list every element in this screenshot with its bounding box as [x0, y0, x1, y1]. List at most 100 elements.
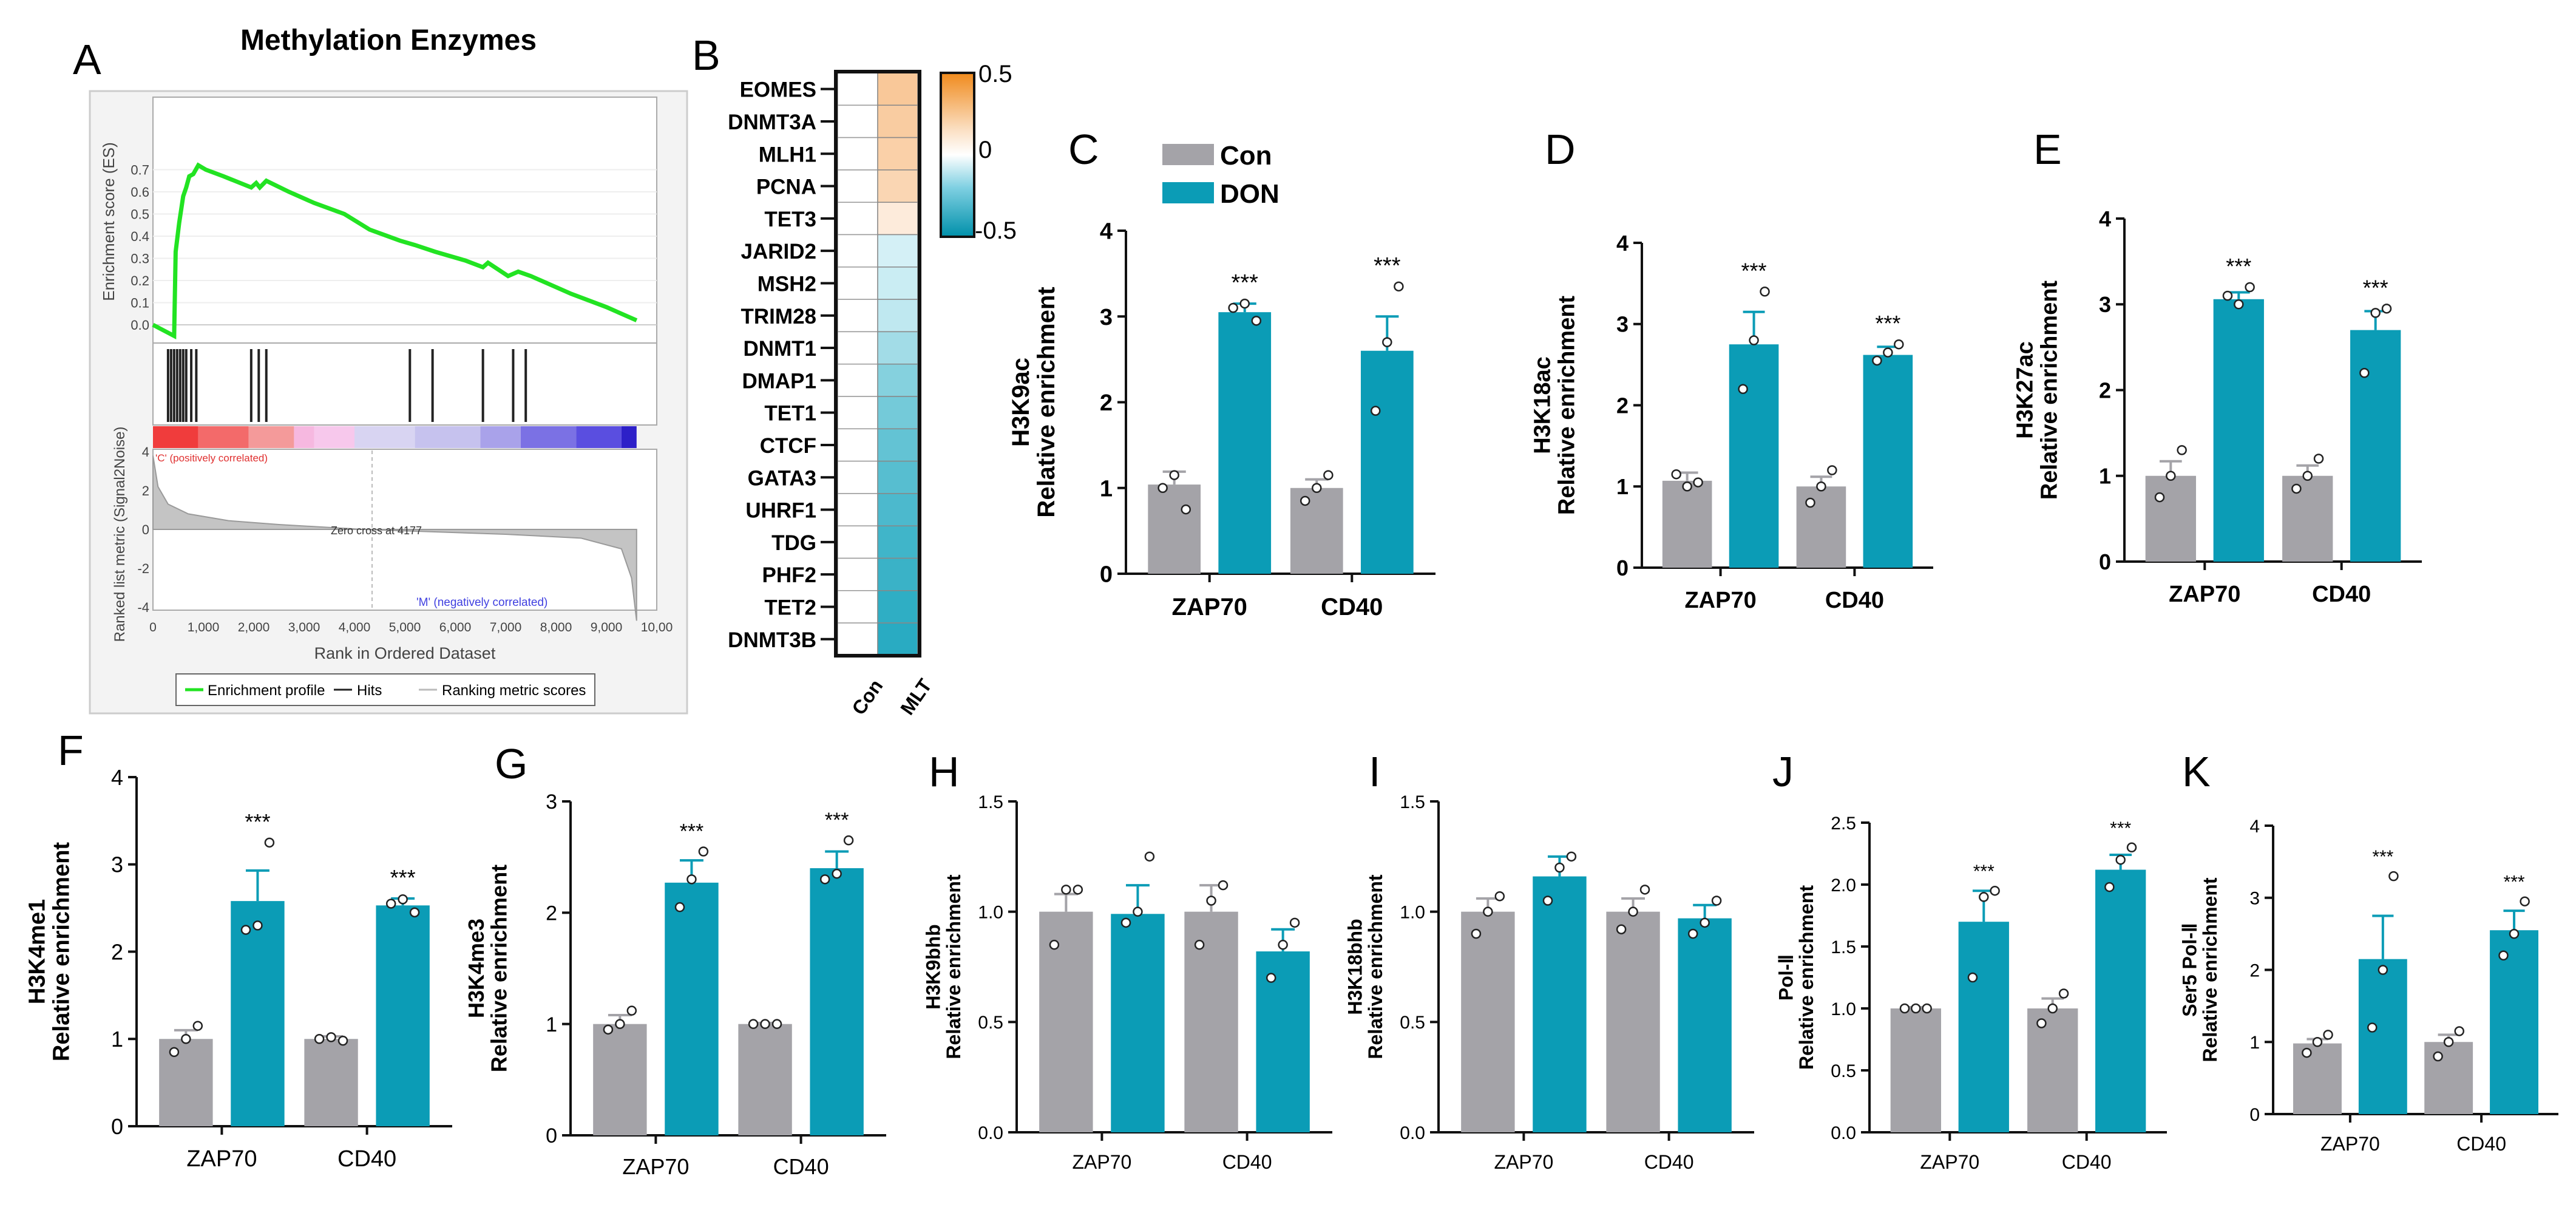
- rank-x-tick-label: 3,000: [288, 620, 320, 634]
- replicate-point: [398, 894, 408, 905]
- legend-swatch-con: [1162, 144, 1214, 165]
- y-axis-label-mark: H3K9ac: [1008, 358, 1034, 447]
- heatmap-cell-mlt: [877, 622, 918, 656]
- replicate-point: [2433, 1051, 2443, 1062]
- replicate-point: [2359, 368, 2370, 378]
- replicate-point: [2036, 1018, 2047, 1028]
- y-axis-label-mark: H3K4me3: [464, 919, 489, 1018]
- replicate-point: [2381, 304, 2392, 314]
- bar-con: [2145, 475, 2196, 562]
- x-category-label: CD40: [337, 1146, 396, 1172]
- replicate-point: [1181, 504, 1191, 515]
- rank-axis-ticks: 4 2 0 -2 -4: [137, 444, 149, 615]
- rank-colorbar-segment: [314, 426, 354, 448]
- y-tick-label: 3: [111, 852, 123, 877]
- heatmap-cell-mlt: [877, 428, 918, 462]
- replicate-point: [1278, 939, 1288, 950]
- rank-colorbar-segment: [415, 426, 481, 448]
- negative-correlation-note: 'M' (negatively correlated): [416, 596, 547, 609]
- x-category-label: CD40: [2062, 1151, 2112, 1173]
- rank-x-tick-label: 5,000: [389, 620, 421, 634]
- bar-con: [2282, 475, 2333, 562]
- replicate-point: [169, 1047, 180, 1058]
- replicate-point: [1911, 1003, 1921, 1014]
- ranking-metric-area: [152, 455, 637, 621]
- significance-marker: ***: [680, 820, 704, 843]
- y-tick-label: 3: [1616, 312, 1629, 337]
- gsea-x-axis-label: Rank in Ordered Dataset: [314, 644, 496, 662]
- replicate-point: [1120, 917, 1131, 928]
- rank-x-axis-ticks: 0 1,000 2,000 3,000 4,000 5,000 6,000 7,000 8,00…: [149, 620, 673, 634]
- y-axis-label-mark: H3K4me1: [25, 899, 50, 1004]
- panel-letter-a: A: [73, 36, 101, 83]
- heatmap-cell-mlt: [877, 331, 918, 365]
- y-axis-label: Relative enrichment: [943, 874, 964, 1059]
- gsea-hit-lines: [166, 349, 527, 422]
- replicate-point: [1711, 896, 1722, 906]
- x-category-label: CD40: [2312, 582, 2371, 607]
- heatmap-cells: [837, 72, 918, 656]
- heatmap-gene-label: TET2: [764, 596, 816, 619]
- heatmap-cell-con: [837, 72, 878, 106]
- colorbar-tick-min: -0.5: [975, 217, 1017, 244]
- x-category-label: CD40: [1825, 588, 1884, 613]
- y-tick-label: 1.5: [1831, 937, 1856, 957]
- heatmap-gene-label: CTCF: [760, 434, 816, 458]
- replicate-point: [2166, 471, 2176, 481]
- significance-marker: ***: [2372, 847, 2393, 867]
- heatmap-cell-con: [837, 202, 878, 236]
- heatmap-gene-label: DNMT3B: [728, 628, 816, 652]
- replicate-point: [2154, 492, 2165, 503]
- replicate-point: [819, 874, 830, 885]
- rank-tick-label: 2: [142, 483, 149, 498]
- replicate-point: [1312, 483, 1322, 493]
- replicate-point: [1251, 316, 1262, 326]
- replicate-point: [760, 1019, 770, 1029]
- y-tick-label: 2: [2249, 960, 2260, 981]
- es-tick-label: 0.6: [130, 185, 149, 200]
- replicate-point: [2367, 1022, 2378, 1033]
- replicate-point: [2126, 842, 2137, 853]
- bar-chart-j: 0.0 0.5 1.0 1.5 2.0 2.5 ZAP70 *** CD40 *** Pol-ⅡRe…: [1775, 814, 2167, 1173]
- heatmap-gene-label: TRIM28: [741, 305, 816, 328]
- heatmap-cell-con: [837, 169, 878, 203]
- legend-label-con: Con: [1220, 141, 1272, 171]
- heatmap-cell-mlt: [877, 267, 918, 300]
- x-category-label: ZAP70: [1072, 1151, 1131, 1173]
- replicate-point: [1266, 973, 1276, 983]
- replicate-point: [1133, 906, 1143, 917]
- legend-swatch-don: [1162, 182, 1214, 203]
- bar-con: [1461, 911, 1515, 1132]
- rank-tick-label: 0: [142, 522, 149, 537]
- x-category-label: ZAP70: [1920, 1151, 1979, 1173]
- replicate-point: [326, 1032, 336, 1042]
- y-axis-label: Relative enrichment: [1554, 296, 1579, 515]
- x-category-label: ZAP70: [1684, 588, 1756, 613]
- replicate-point: [1682, 481, 1692, 492]
- replicate-point: [1073, 885, 1083, 895]
- y-axis-label: Relative enrichment: [487, 865, 512, 1072]
- replicate-point: [2509, 928, 2520, 939]
- rank-colorbar-segment: [294, 426, 314, 448]
- replicate-point: [1158, 483, 1168, 493]
- y-tick-label: 4: [1100, 219, 1113, 245]
- replicate-point: [2291, 483, 2302, 494]
- replicate-point: [1872, 355, 1882, 366]
- y-tick-label: 1.0: [1400, 902, 1425, 922]
- y-tick-label: 1.5: [1400, 792, 1425, 812]
- replicate-point: [1760, 287, 1770, 297]
- replicate-point: [2313, 454, 2324, 464]
- heatmap-gene-labels: EOMES DNMT3A MLH1 PCNA TET3 JARID2 MSH2 TRIM28 D…: [728, 78, 836, 652]
- bar-don: [1218, 312, 1272, 574]
- heatmap-cell-mlt: [877, 72, 918, 106]
- replicate-point: [1300, 495, 1310, 506]
- replicate-point: [1382, 337, 1392, 347]
- y-tick-label: 0.5: [978, 1013, 1003, 1033]
- rank-tick-label: -2: [137, 561, 149, 576]
- rank-colorbar-segment: [576, 426, 622, 448]
- rank-colorbar-segment: [480, 426, 521, 448]
- y-axis-label-mark: H3K18bhb: [1344, 919, 1366, 1015]
- es-tick-label: 0.7: [130, 163, 149, 178]
- es-axis-label: Enrichment score (ES): [100, 142, 118, 301]
- rank-x-tick-label: 9,000: [591, 620, 623, 634]
